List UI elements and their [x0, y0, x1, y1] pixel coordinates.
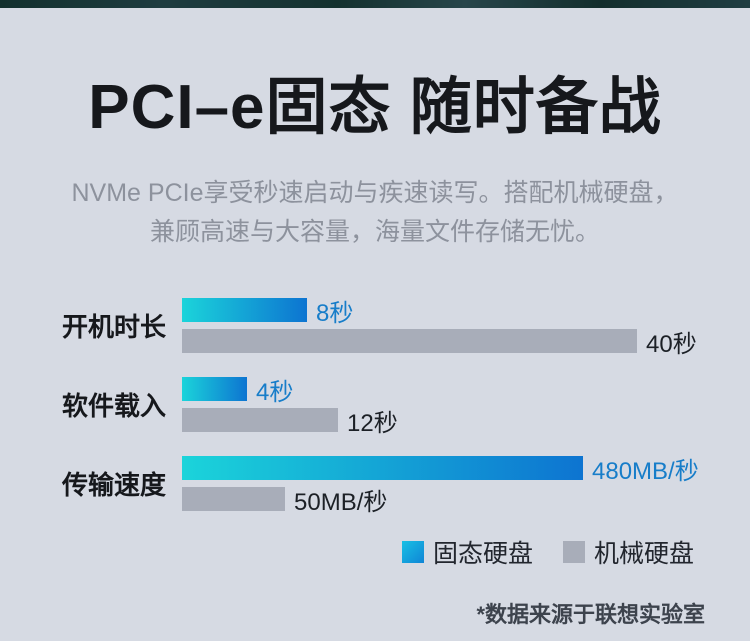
chart-row: 传输速度 480MB/秒 50MB/秒	[62, 456, 750, 516]
category-label: 传输速度	[62, 470, 167, 500]
category-label: 开机时长	[62, 312, 167, 342]
bar-group: 480MB/秒 50MB/秒	[182, 456, 750, 516]
legend-label-hdd: 机械硬盘	[593, 540, 694, 568]
hdd-bar	[182, 408, 338, 432]
subtitle-line-1: NVMe PCIe享受秒速启动与疾速读写。搭配机械硬盘，	[71, 179, 679, 207]
chart-row: 开机时长 8秒 40秒	[62, 298, 750, 358]
bar-group: 4秒 12秒	[182, 377, 750, 437]
hdd-bar-line: 12秒	[182, 408, 750, 437]
ssd-bar-line: 4秒	[182, 377, 750, 406]
ssd-bar-value: 4秒	[256, 378, 294, 406]
page-title: PCI–e固态 随时备战	[88, 73, 662, 142]
chart-legend: 固态硬盘 机械硬盘	[0, 534, 750, 570]
hdd-bar	[182, 329, 637, 353]
legend-item-ssd: 固态硬盘	[401, 534, 533, 570]
ssd-bar	[182, 298, 307, 322]
ssd-bar-line: 8秒	[182, 298, 750, 327]
hdd-bar-value: 50MB/秒	[294, 488, 388, 516]
subtitle-line-2: 兼顾高速与大容量，海量文件存储无忧。	[149, 218, 600, 246]
ssd-bar	[182, 377, 247, 401]
chart-row: 软件载入 4秒 12秒	[62, 377, 750, 437]
bar-chart: 开机时长 8秒 40秒软件载入 4秒 12秒传输速度 480MB/秒 50MB/秒	[62, 298, 750, 516]
bar-group: 8秒 40秒	[182, 298, 750, 358]
top-banner-strip	[0, 0, 750, 8]
hdd-bar	[182, 487, 285, 511]
data-source-note: *数据来源于联想实验室	[476, 602, 705, 627]
ssd-bar-value: 480MB/秒	[592, 457, 699, 485]
hdd-bar-value: 12秒	[347, 409, 398, 437]
legend-label-ssd: 固态硬盘	[432, 540, 533, 568]
ssd-bar-value: 8秒	[316, 299, 354, 327]
legend-item-hdd: 机械硬盘	[562, 534, 694, 570]
category-label: 软件载入	[62, 391, 167, 421]
hdd-bar-value: 40秒	[646, 330, 697, 358]
page-subtitle: NVMe PCIe享受秒速启动与疾速读写。搭配机械硬盘， 兼顾高速与大容量，海量…	[0, 174, 750, 252]
hdd-legend-swatch	[562, 541, 585, 563]
ssd-legend-swatch	[401, 541, 424, 563]
hdd-bar-line: 40秒	[182, 329, 750, 358]
hdd-bar-line: 50MB/秒	[182, 487, 750, 516]
ssd-bar	[182, 456, 583, 480]
ssd-bar-line: 480MB/秒	[182, 456, 750, 485]
